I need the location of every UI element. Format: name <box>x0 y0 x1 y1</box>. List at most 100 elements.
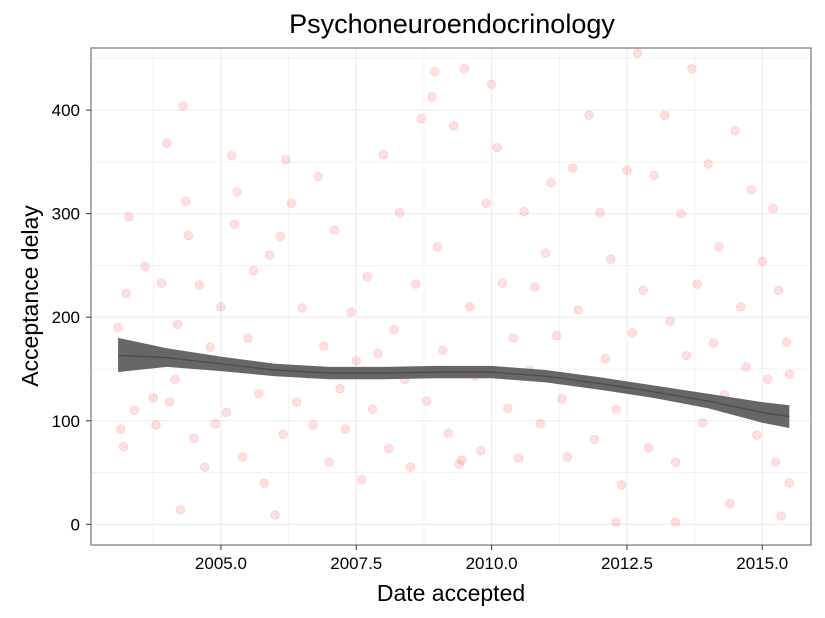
data-point <box>373 348 383 359</box>
data-point <box>611 404 621 415</box>
data-point <box>633 48 643 58</box>
y-tick-label: 0 <box>71 515 80 534</box>
data-point <box>611 517 621 527</box>
data-point <box>508 333 518 343</box>
data-point <box>708 338 719 348</box>
data-point <box>589 434 600 445</box>
data-point <box>346 307 356 317</box>
data-point <box>535 419 546 429</box>
data-point <box>405 462 416 473</box>
data-point <box>118 441 129 452</box>
data-point <box>714 242 724 252</box>
data-point <box>551 331 562 341</box>
data-point <box>465 302 475 312</box>
data-point <box>660 110 670 121</box>
data-point <box>254 389 264 399</box>
data-point <box>492 142 502 153</box>
data-point <box>113 322 123 333</box>
data-point <box>449 120 459 131</box>
data-point <box>243 333 253 343</box>
data-point <box>443 428 453 438</box>
data-point <box>741 362 751 372</box>
data-point <box>486 79 497 89</box>
data-point <box>757 256 767 266</box>
data-point <box>476 446 486 456</box>
data-point <box>162 138 172 148</box>
data-point <box>595 207 605 218</box>
data-point <box>665 316 675 327</box>
data-point <box>170 374 180 385</box>
data-point <box>259 478 269 488</box>
data-point <box>270 510 280 520</box>
data-point <box>670 457 681 467</box>
data-point <box>459 64 470 74</box>
data-point <box>752 430 762 440</box>
data-point <box>600 353 610 364</box>
data-point <box>221 407 232 418</box>
y-axis-title: Acceptance delay <box>17 205 43 387</box>
data-point <box>503 403 513 414</box>
data-point <box>692 279 703 289</box>
data-point <box>497 278 508 288</box>
data-point <box>541 248 551 258</box>
data-point <box>768 203 778 214</box>
data-point <box>124 212 134 222</box>
data-point <box>367 404 378 415</box>
y-tick-label: 100 <box>52 412 80 431</box>
data-point <box>698 418 708 428</box>
data-point <box>116 424 126 434</box>
y-tick-label: 300 <box>52 205 80 224</box>
x-tick-label: 2012.5 <box>601 554 653 573</box>
data-point <box>605 254 616 264</box>
data-point <box>335 383 345 394</box>
data-point <box>638 285 648 295</box>
data-point <box>454 459 464 469</box>
data-point <box>776 511 786 521</box>
data-point <box>324 457 334 467</box>
grid-lines <box>91 48 811 545</box>
data-point <box>781 337 792 347</box>
smooth-line <box>118 354 790 418</box>
data-point <box>616 480 627 490</box>
data-point <box>205 342 215 352</box>
data-point <box>313 171 324 182</box>
y-axis: 0 100 200 300 400 <box>52 101 91 534</box>
data-point <box>519 206 529 217</box>
plot-panel <box>90 47 812 546</box>
data-point <box>762 374 773 385</box>
data-point <box>481 198 491 209</box>
data-point <box>568 163 578 173</box>
plot-border <box>90 47 812 546</box>
data-point <box>319 341 329 351</box>
data-point <box>175 505 186 515</box>
data-point <box>340 424 351 434</box>
data-point <box>411 279 421 289</box>
data-point <box>513 453 524 463</box>
data-point <box>121 288 131 299</box>
data-point <box>129 405 140 416</box>
data-point <box>362 272 372 282</box>
data-point <box>557 394 567 404</box>
data-point <box>430 67 440 77</box>
data-point <box>189 433 199 444</box>
data-point <box>421 396 432 406</box>
data-point <box>384 444 394 454</box>
data-point <box>156 278 167 288</box>
data-point <box>148 393 158 403</box>
data-point <box>687 64 697 74</box>
data-point <box>573 305 583 315</box>
x-tick-label: 2015.0 <box>736 554 788 573</box>
data-point <box>457 455 467 465</box>
data-point <box>210 419 221 429</box>
data-point <box>181 196 191 206</box>
data-point <box>229 219 240 229</box>
data-point <box>584 110 594 121</box>
data-point <box>627 328 638 338</box>
data-point <box>670 517 681 527</box>
data-point <box>703 159 713 169</box>
data-point <box>286 198 297 209</box>
data-point <box>416 113 426 124</box>
data-point <box>199 462 210 473</box>
x-axis: 2005.0 2007.5 2010.0 2012.5 2015.0 <box>195 545 788 573</box>
